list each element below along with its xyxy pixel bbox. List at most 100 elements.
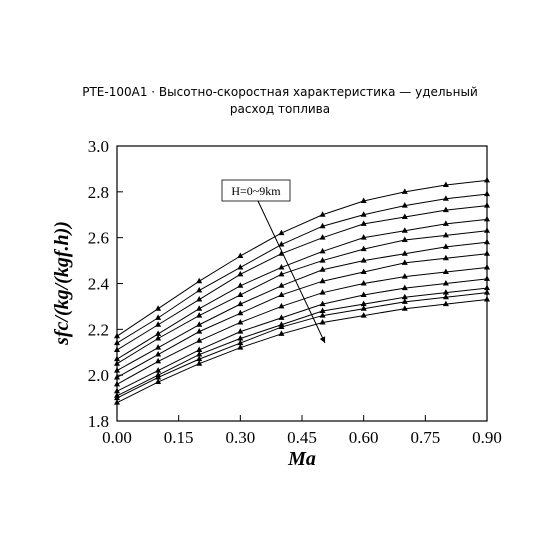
series-line — [116, 253, 488, 378]
marker — [237, 339, 244, 346]
marker — [237, 335, 244, 341]
marker — [237, 252, 244, 258]
x-tick-label: 0.60 — [349, 428, 379, 447]
marker — [278, 323, 285, 330]
series-line — [116, 292, 488, 399]
y-axis-title: sfc/(kg/(kgf.h)) — [51, 221, 73, 346]
marker — [237, 318, 244, 325]
marker — [442, 293, 449, 300]
marker — [196, 321, 203, 327]
marker — [442, 268, 449, 275]
marker — [278, 314, 285, 320]
marker — [155, 305, 162, 311]
marker — [196, 296, 203, 302]
marker — [484, 296, 490, 302]
marker — [401, 227, 408, 233]
x-tick-label: 0.30 — [225, 428, 255, 447]
marker — [360, 211, 367, 217]
marker — [442, 243, 449, 249]
marker — [319, 234, 326, 240]
marker — [484, 275, 490, 281]
marker — [442, 289, 449, 295]
marker — [360, 291, 367, 297]
marker — [196, 305, 203, 311]
series-line — [116, 218, 488, 360]
marker — [278, 250, 285, 256]
marker — [319, 300, 326, 307]
marker — [442, 280, 449, 286]
chart-title: PTE-100A1 · Высотно-скоростная характери… — [82, 85, 478, 116]
marker — [237, 291, 244, 297]
marker — [360, 268, 367, 275]
marker — [155, 357, 162, 364]
marker — [401, 202, 408, 208]
marker — [360, 305, 367, 311]
marker — [155, 373, 162, 380]
marker — [360, 312, 367, 318]
marker — [114, 387, 120, 394]
marker — [237, 328, 244, 334]
marker — [114, 360, 120, 366]
marker — [114, 332, 120, 339]
marker — [442, 220, 449, 226]
y-tick-label: 2.6 — [88, 229, 109, 248]
marker — [484, 176, 490, 183]
marker — [319, 222, 326, 229]
marker — [401, 305, 408, 311]
marker — [319, 312, 326, 318]
marker — [196, 351, 203, 357]
marker — [401, 188, 408, 194]
marker — [196, 286, 203, 293]
marker — [360, 280, 367, 286]
marker — [278, 263, 285, 270]
series-line — [116, 278, 488, 392]
marker — [360, 245, 367, 252]
y-tick-label: 2.4 — [88, 275, 110, 294]
marker — [319, 289, 326, 295]
marker — [237, 282, 244, 288]
marker — [196, 277, 203, 284]
marker — [401, 213, 408, 220]
annotation: H=0~9km — [231, 184, 281, 198]
marker — [442, 300, 449, 307]
marker — [319, 211, 326, 217]
marker — [484, 250, 490, 256]
marker — [196, 360, 203, 366]
marker — [484, 215, 490, 222]
marker — [401, 236, 408, 242]
marker — [360, 300, 367, 307]
x-tick-label: 0.90 — [472, 428, 502, 447]
marker — [319, 277, 326, 284]
marker — [196, 355, 203, 362]
marker — [196, 337, 203, 343]
marker — [442, 254, 449, 261]
marker — [278, 291, 285, 297]
marker — [155, 351, 162, 357]
series-line — [116, 193, 488, 344]
marker — [319, 247, 326, 254]
marker — [114, 355, 120, 362]
x-tick-label: 0.00 — [102, 428, 132, 447]
series-line — [116, 179, 488, 337]
marker — [114, 339, 120, 346]
marker — [155, 367, 162, 373]
marker — [360, 197, 367, 203]
marker — [155, 321, 162, 327]
marker — [484, 202, 490, 208]
marker — [237, 309, 244, 316]
series-line — [116, 287, 488, 397]
marker — [155, 335, 162, 341]
marker — [114, 373, 120, 380]
x-axis-title: Ma — [287, 448, 316, 470]
marker — [442, 206, 449, 213]
marker — [114, 380, 120, 387]
marker — [442, 231, 449, 238]
marker — [484, 284, 490, 291]
marker — [196, 346, 203, 352]
marker — [319, 266, 326, 272]
x-tick-label: 0.45 — [287, 428, 317, 447]
marker — [114, 346, 120, 352]
marker — [442, 181, 449, 187]
title-box: PTE-100A1 · Высотно-скоростная характери… — [82, 85, 478, 116]
